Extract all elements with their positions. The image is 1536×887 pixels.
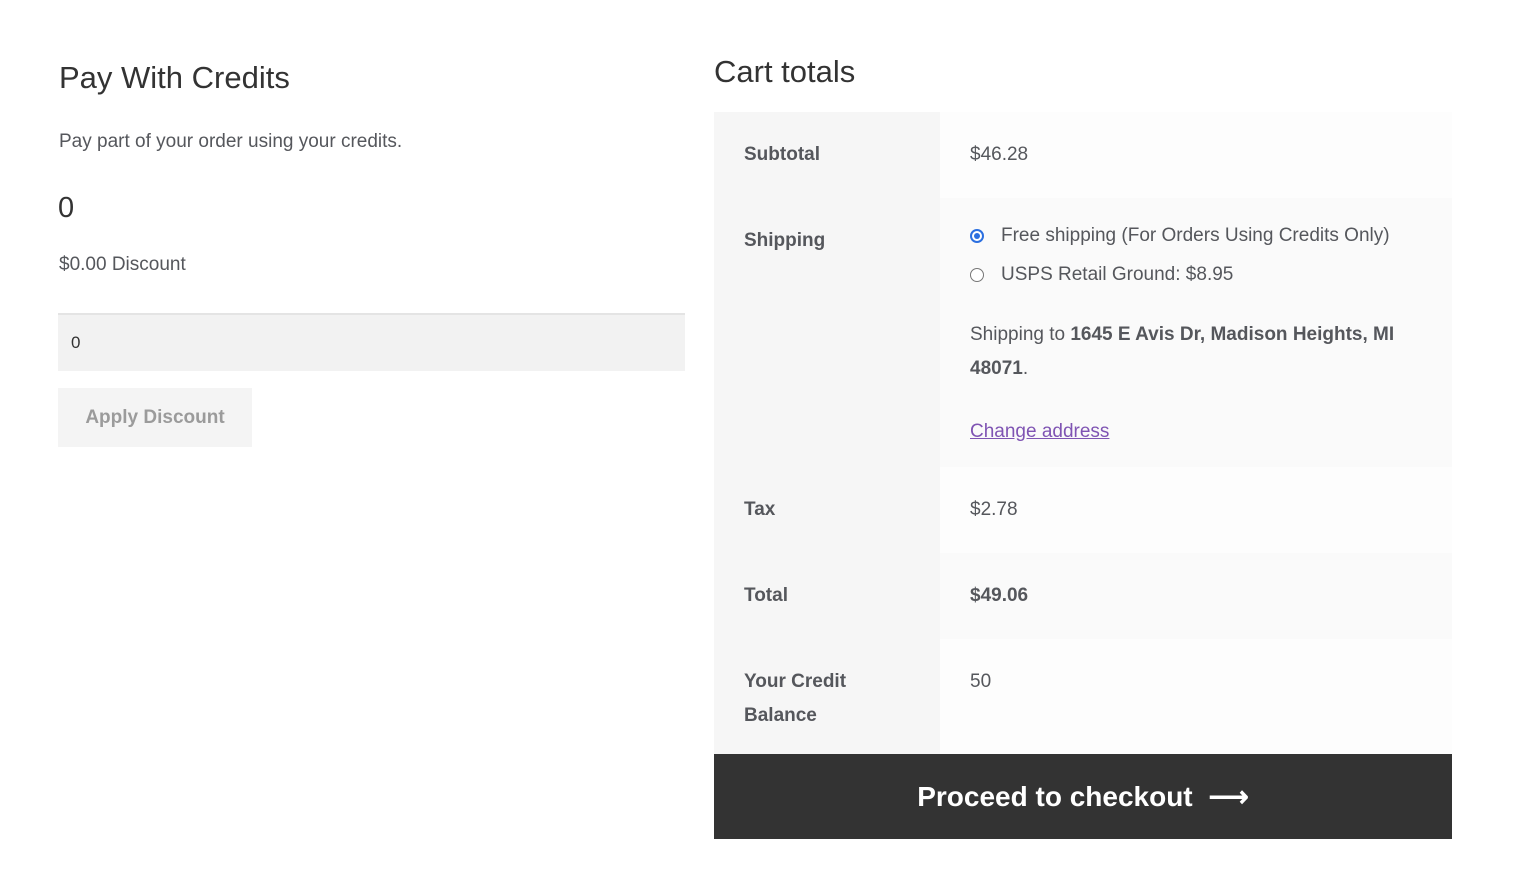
- apply-discount-button[interactable]: Apply Discount: [58, 388, 252, 447]
- discount-text: $0.00 Discount: [59, 254, 186, 275]
- shipping-address: 1645 E Avis Dr, Madison Heights, MI 4807…: [970, 324, 1395, 379]
- credit-balance-value: 50: [940, 639, 1452, 759]
- shipping-row: Shipping Free shipping (For Orders Using…: [714, 198, 1452, 467]
- shipping-to-suffix: .: [1022, 358, 1029, 379]
- subtotal-row: Subtotal $46.28: [714, 112, 1452, 198]
- credits-amount: 0: [58, 192, 75, 224]
- shipping-option-usps[interactable]: USPS Retail Ground: $8.95: [970, 255, 1422, 294]
- subtotal-value: $46.28: [940, 112, 1452, 198]
- shipping-option-label: USPS Retail Ground: $8.95: [1001, 263, 1234, 285]
- pay-with-credits-description: Pay part of your order using your credit…: [59, 131, 403, 152]
- subtotal-label: Subtotal: [714, 112, 940, 198]
- credit-balance-row: Your Credit Balance 50: [714, 639, 1452, 759]
- credits-input[interactable]: [58, 313, 685, 371]
- tax-value: $2.78: [940, 467, 1452, 553]
- total-value: $49.06: [940, 553, 1452, 639]
- credit-balance-label: Your Credit Balance: [714, 639, 940, 759]
- change-address-link[interactable]: Change address: [970, 421, 1110, 442]
- cart-totals-table: Subtotal $46.28 Shipping Free shipping (…: [714, 112, 1452, 759]
- arrow-right-icon: ⟶: [1208, 781, 1249, 812]
- total-label: Total: [714, 553, 940, 639]
- proceed-to-checkout-button[interactable]: Proceed to checkout ⟶: [714, 754, 1452, 839]
- shipping-label: Shipping: [714, 198, 940, 467]
- tax-row: Tax $2.78: [714, 467, 1452, 553]
- checkout-label: Proceed to checkout: [917, 780, 1193, 812]
- total-row: Total $49.06: [714, 553, 1452, 639]
- radio-selected-icon[interactable]: [970, 228, 984, 243]
- shipping-destination: Shipping to 1645 E Avis Dr, Madison Heig…: [970, 318, 1422, 386]
- cart-totals-title: Cart totals: [714, 54, 856, 89]
- shipping-to-prefix: Shipping to: [970, 324, 1071, 345]
- radio-unselected-icon[interactable]: [970, 267, 984, 282]
- shipping-option-label: Free shipping (For Orders Using Credits …: [1001, 224, 1390, 246]
- tax-label: Tax: [714, 467, 940, 553]
- pay-with-credits-title: Pay With Credits: [59, 60, 290, 95]
- shipping-option-free[interactable]: Free shipping (For Orders Using Credits …: [970, 216, 1422, 255]
